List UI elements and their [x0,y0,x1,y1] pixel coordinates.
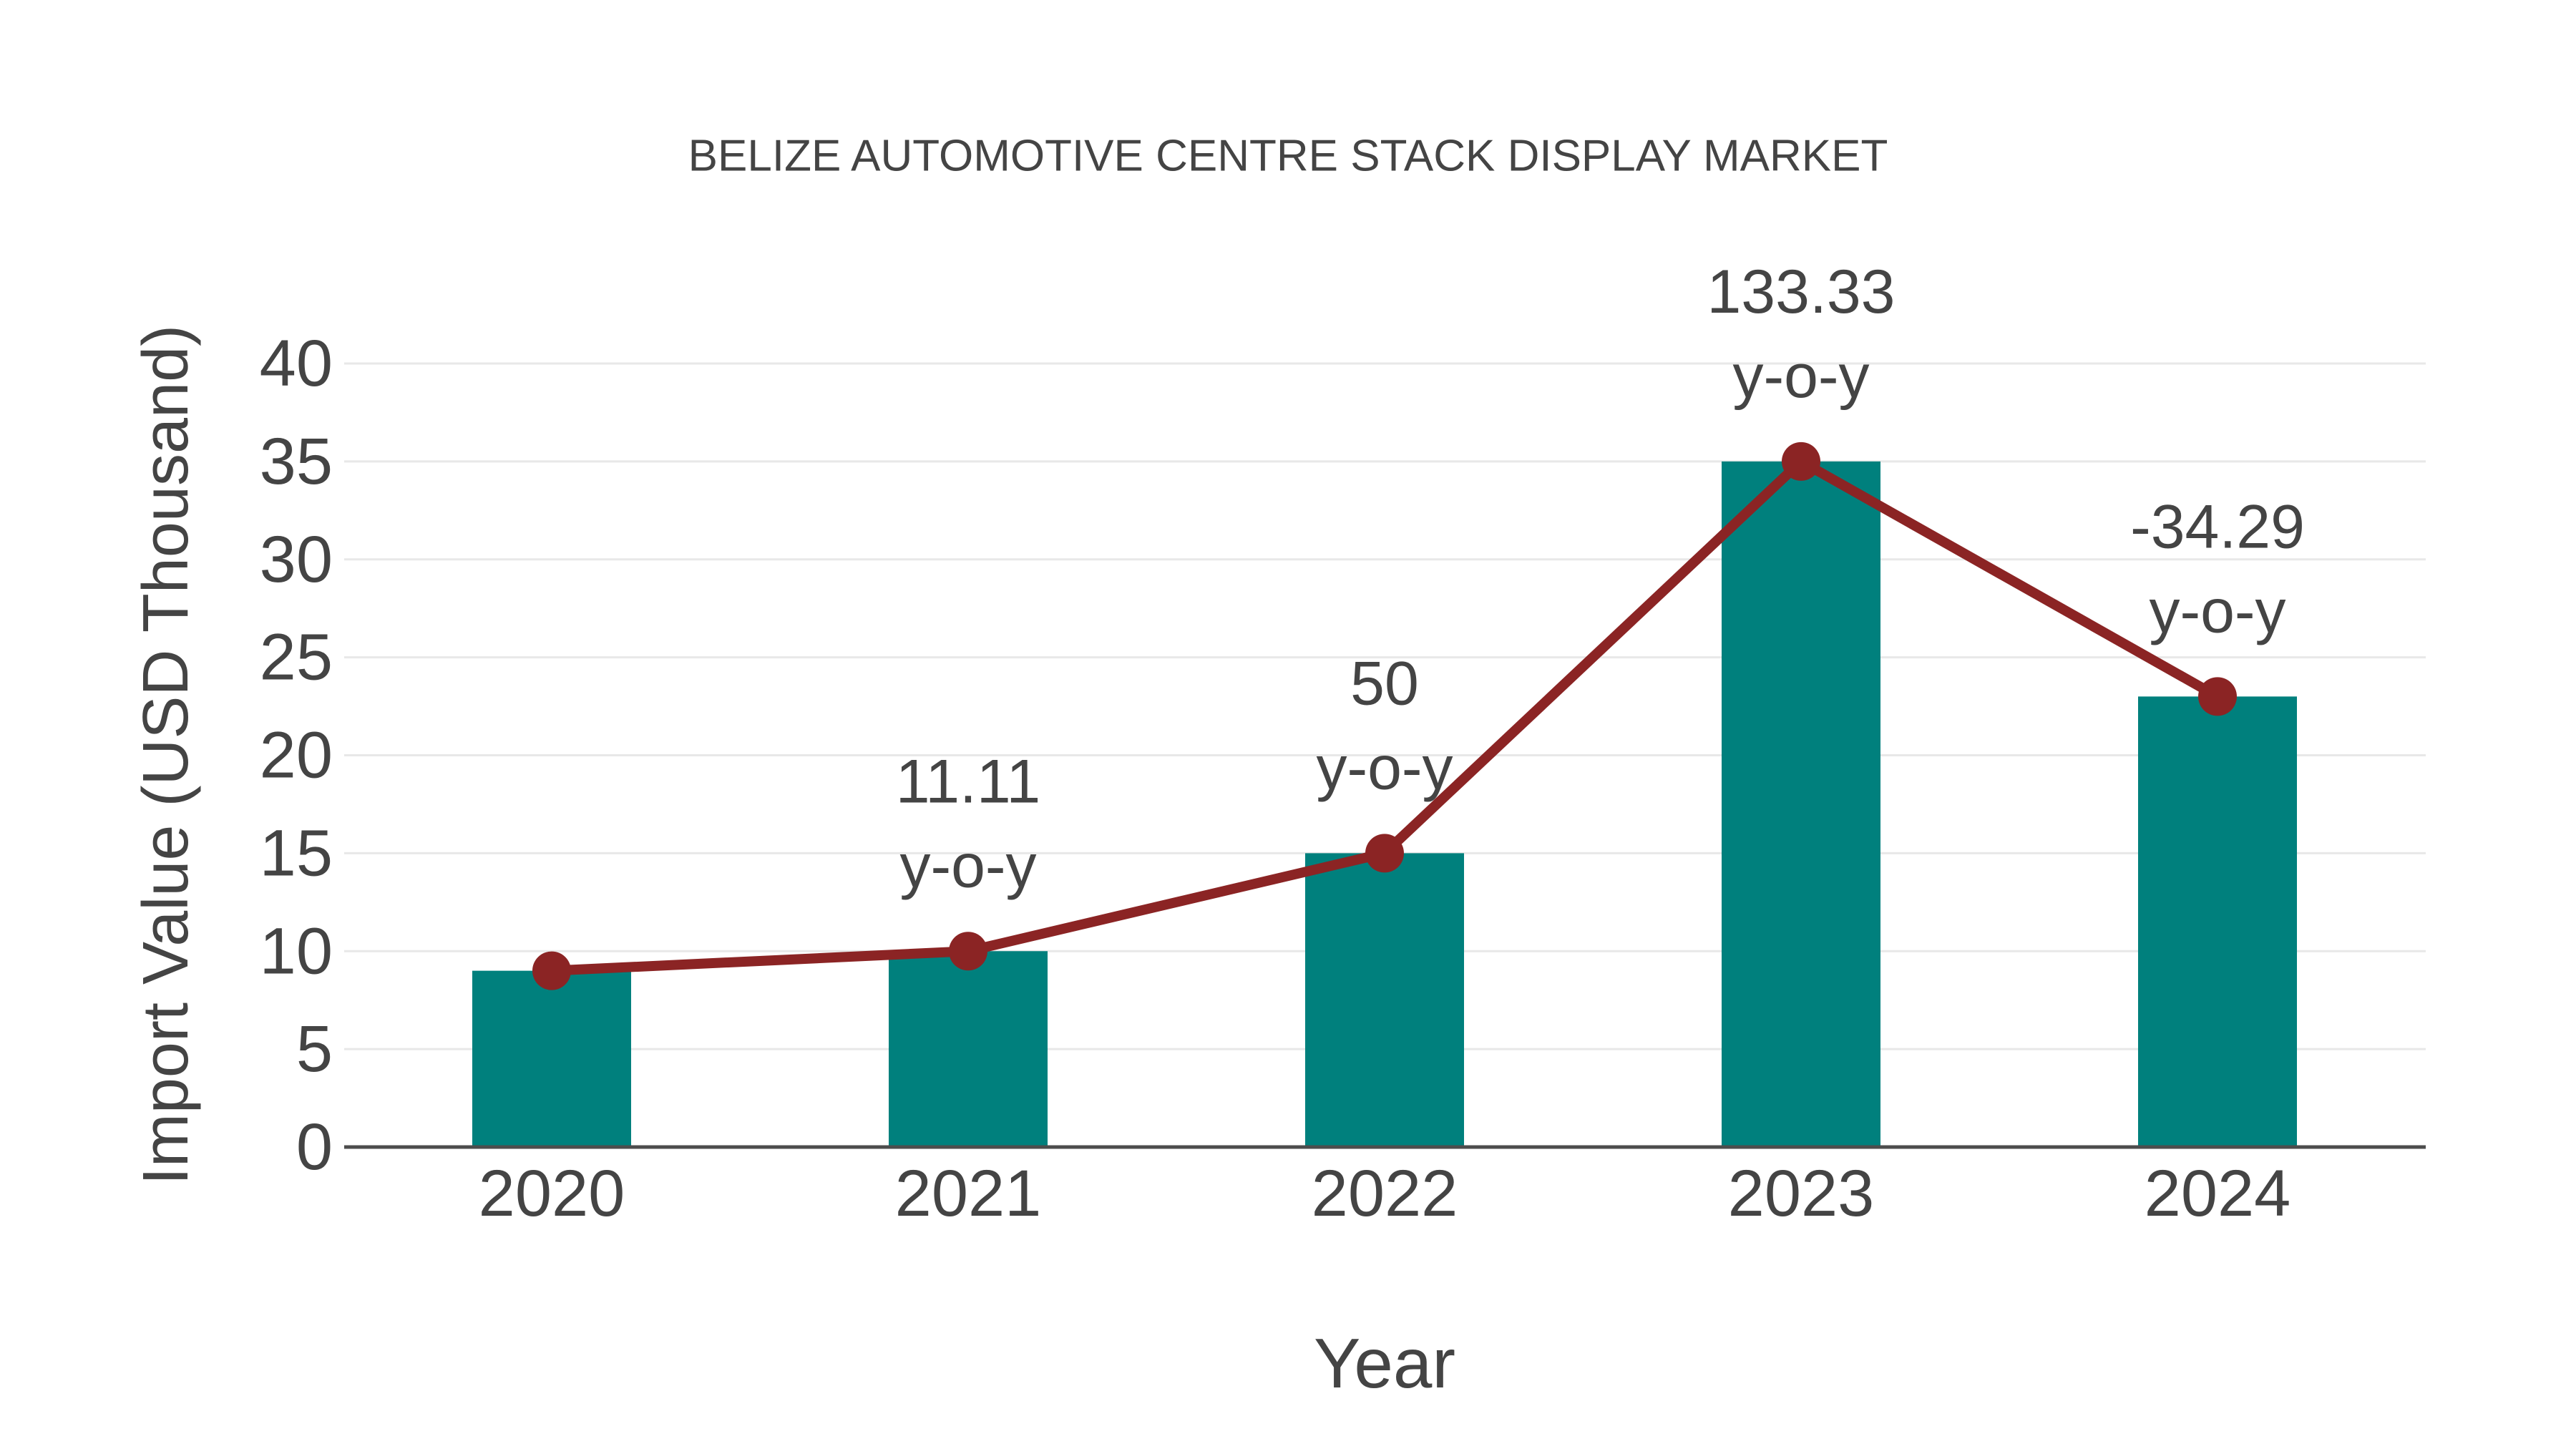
annotation-value-2022: 50 [1350,649,1419,718]
annotation-value-2021: 11.11 [896,747,1040,816]
data-point-marker-2024 [2198,677,2237,716]
bar-2020 [472,970,631,1147]
chart-title: BELIZE AUTOMOTIVE CENTRE STACK DISPLAY M… [688,132,1888,181]
bar-layer [472,461,2297,1147]
data-point-marker-2021 [949,932,987,971]
x-tick-label-2022: 2022 [1312,1157,1458,1230]
x-axis-title: Year [1314,1324,1455,1402]
tick-label-layer: 0 5 10 15 20 25 30 35 40 2020 2021 2022 2023 2024 [260,327,2291,1230]
y-axis-title: Import Value (USD Thousand) [130,325,202,1185]
annotation-suffix-2022: y-o-y [1316,733,1453,802]
x-tick-label-2021: 2021 [895,1157,1042,1230]
y-tick-label-20: 20 [260,719,333,792]
annotation-suffix-2023: y-o-y [1732,342,1869,411]
y-tick-label-40: 40 [260,327,333,400]
x-tick-label-2023: 2023 [1728,1157,1875,1230]
y-tick-label-15: 15 [260,816,333,889]
bar-2024 [2138,696,2297,1147]
annotation-suffix-2024: y-o-y [2149,577,2285,645]
data-point-marker-2020 [532,951,571,990]
y-tick-label-35: 35 [260,425,333,498]
bar-2023 [1722,461,1880,1147]
annotation-suffix-2021: y-o-y [899,831,1036,900]
annotation-layer: 11.11 y-o-y 50 y-o-y 133.33 y-o-y -34.29 y-o-y [896,258,2305,900]
y-tick-label-5: 5 [296,1013,333,1085]
x-tick-label-2024: 2024 [2145,1157,2291,1230]
y-tick-label-30: 30 [260,523,333,596]
data-point-marker-2022 [1365,834,1404,873]
annotation-value-2023: 133.33 [1707,258,1895,326]
line-layer [532,441,2237,990]
y-tick-label-10: 10 [260,914,333,987]
x-tick-label-2020: 2020 [479,1157,625,1230]
y-tick-label-0: 0 [296,1111,333,1184]
y-tick-label-25: 25 [260,621,333,694]
data-point-marker-2023 [1782,441,1820,481]
bar-2022 [1305,853,1464,1147]
bar-2021 [889,951,1048,1147]
annotation-value-2024: -34.29 [2130,492,2305,561]
